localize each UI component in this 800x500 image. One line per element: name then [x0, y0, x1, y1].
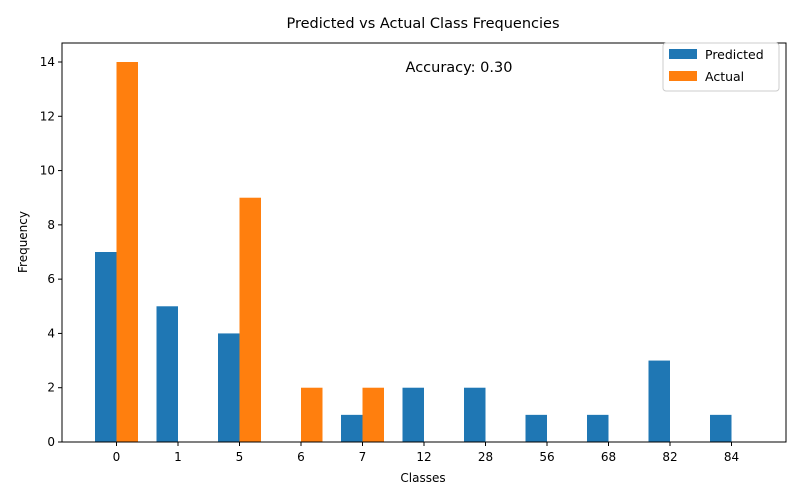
bar-predicted-class-0 [95, 252, 117, 442]
legend-label-predicted: Predicted [705, 47, 764, 62]
bar-predicted-class-68 [587, 414, 609, 442]
y-tick-label: 2 [47, 381, 55, 395]
y-tick-label: 6 [47, 272, 55, 286]
x-tick-label: 82 [662, 450, 677, 464]
legend-swatch-predicted [669, 49, 697, 59]
x-tick-label: 84 [724, 450, 739, 464]
bar-actual-class-0 [116, 62, 138, 442]
bar-actual-class-6 [301, 387, 323, 442]
x-tick-label: 1 [174, 450, 182, 464]
accuracy-annotation: Accuracy: 0.30 [406, 60, 513, 76]
x-tick-label: 56 [539, 450, 554, 464]
bar-predicted-class-28 [464, 387, 486, 442]
legend-swatch-actual [669, 71, 697, 81]
bar-predicted-class-82 [648, 360, 670, 442]
bar-actual-class-7 [362, 387, 384, 442]
y-tick-label: 14 [40, 55, 55, 69]
x-tick-label: 0 [113, 450, 121, 464]
x-axis-title: Classes [400, 471, 445, 485]
x-tick-label: 12 [416, 450, 431, 464]
x-tick-label: 28 [478, 450, 493, 464]
x-tick-label: 6 [297, 450, 305, 464]
y-axis-title: Frequency [16, 211, 30, 273]
bar-predicted-class-56 [525, 414, 547, 442]
bar-predicted-class-84 [710, 414, 732, 442]
legend-label-actual: Actual [705, 69, 744, 84]
chart-title: Predicted vs Actual Class Frequencies [286, 16, 559, 32]
x-tick-label: 68 [601, 450, 616, 464]
y-tick-label: 4 [47, 326, 55, 340]
bar-predicted-class-1 [156, 306, 178, 442]
x-tick-label: 5 [236, 450, 244, 464]
bar-predicted-class-5 [218, 333, 240, 442]
bar-predicted-class-12 [402, 387, 424, 442]
y-tick-label: 10 [40, 164, 55, 178]
y-tick-label: 8 [47, 218, 55, 232]
bar-predicted-class-7 [341, 414, 363, 442]
y-tick-label: 0 [47, 435, 55, 449]
legend: Predicted Actual [662, 42, 780, 92]
x-tick-label: 7 [359, 450, 367, 464]
y-tick-label: 12 [40, 109, 55, 123]
bar-actual-class-5 [239, 197, 261, 442]
